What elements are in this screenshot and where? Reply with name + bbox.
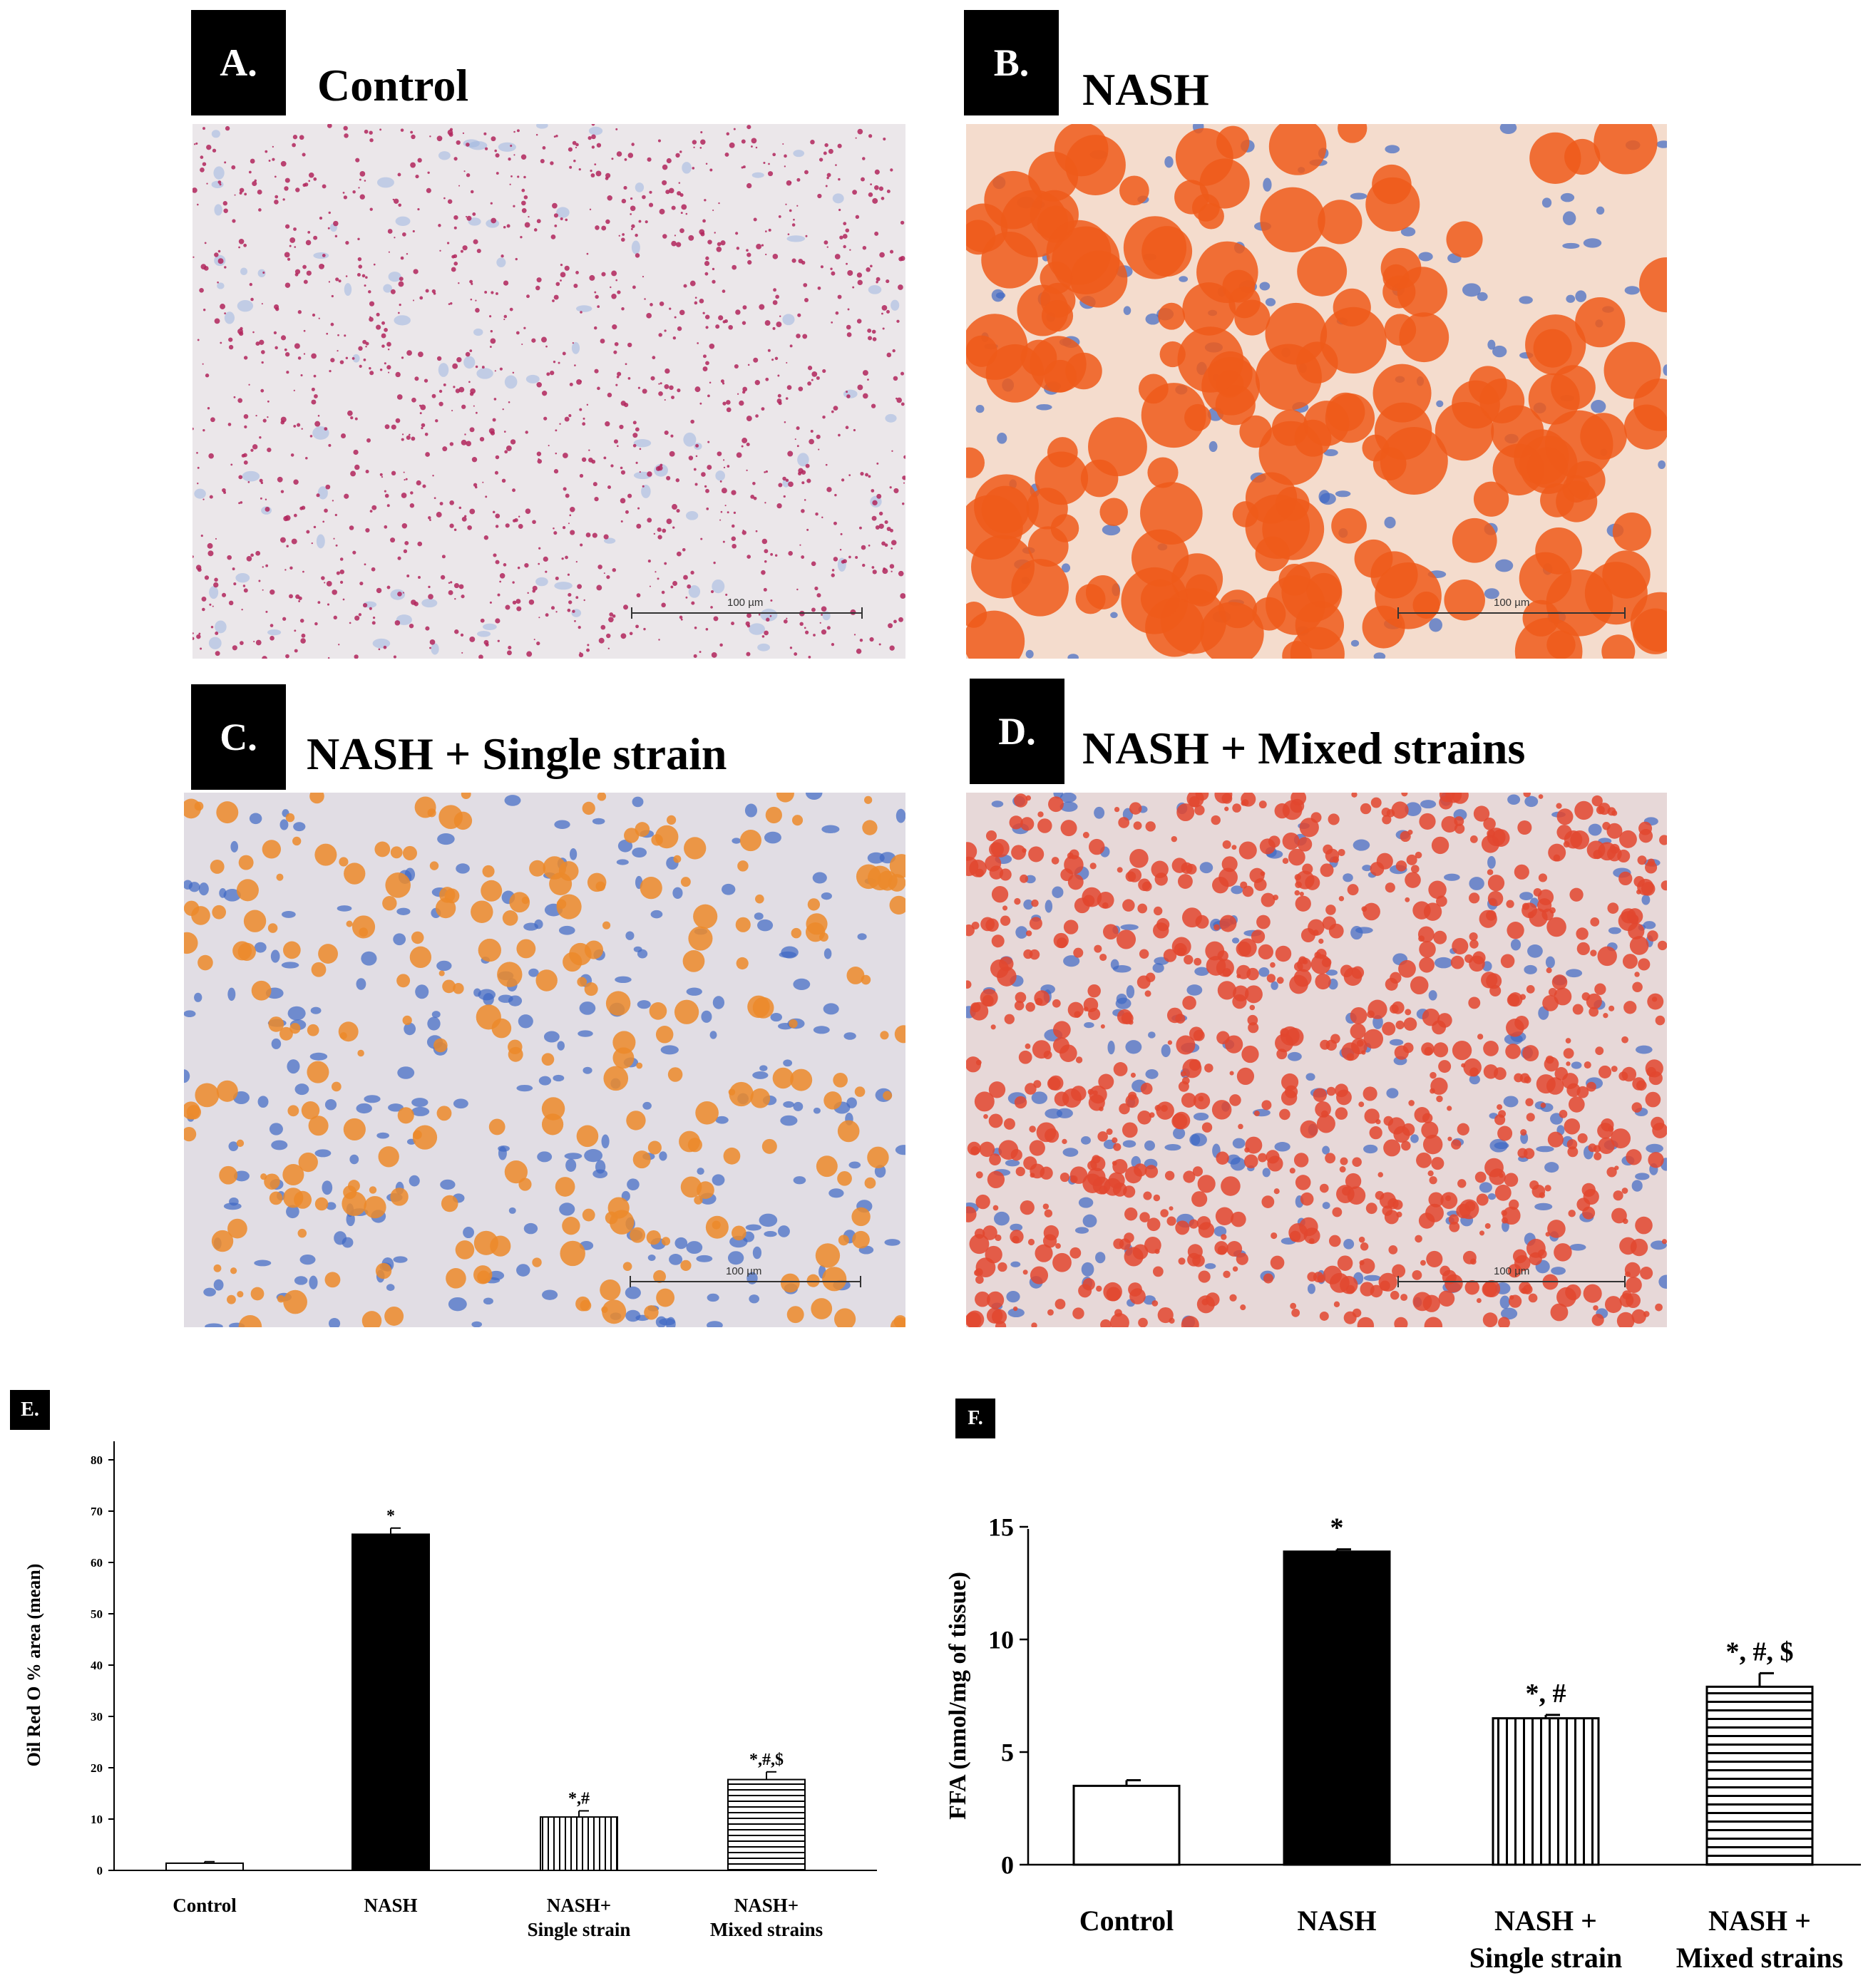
x-tick-label: Control xyxy=(1079,1905,1174,1937)
bar xyxy=(727,1778,806,1871)
y-tick-label: 10 xyxy=(988,1626,1014,1654)
panel-b-tag: B. xyxy=(964,10,1059,115)
y-tick-label: 5 xyxy=(1001,1739,1014,1767)
bar xyxy=(1705,1685,1814,1866)
micrograph-single-strain: 100 µm xyxy=(184,793,905,1327)
scale-bar xyxy=(630,1276,861,1287)
scale-bar-label: 100 µm xyxy=(726,1265,762,1277)
bar xyxy=(1283,1550,1391,1866)
x-tick-label: Mixed strains xyxy=(1676,1942,1843,1974)
y-tick-label: 0 xyxy=(1001,1851,1014,1880)
y-tick-label: 50 xyxy=(91,1607,103,1621)
y-axis-label: Oil Red O % area (mean) xyxy=(24,1564,44,1767)
panel-f-tag: F. xyxy=(955,1399,995,1438)
significance-label: *,#,$ xyxy=(749,1751,784,1769)
bar xyxy=(165,1862,244,1871)
x-tick-label: Control xyxy=(173,1895,237,1916)
panel-a-title: Control xyxy=(317,60,469,110)
panel-c-title: NASH + Single strain xyxy=(307,728,727,779)
panel-b-title: NASH xyxy=(1082,64,1209,115)
y-tick-label: 40 xyxy=(91,1659,103,1672)
scale-bar-label: 100 µm xyxy=(1494,597,1530,609)
chart-oil-red-o: 0 10 20 30 40 50 60 70 80 Oil Red O % area (mean)… xyxy=(24,1441,877,1940)
y-tick-label: 30 xyxy=(91,1710,103,1724)
scale-bar-label: 100 µm xyxy=(1494,1265,1530,1277)
bar xyxy=(1492,1717,1600,1866)
significance-label: *, #, $ xyxy=(1726,1637,1794,1667)
y-axis-label: FFA (nmol/mg of tissue) xyxy=(945,1572,971,1820)
y-tick-label: 60 xyxy=(91,1556,103,1570)
bar xyxy=(1072,1784,1181,1866)
micrograph-mixed-strains: 100 µm xyxy=(966,793,1667,1327)
significance-label: * xyxy=(1330,1513,1344,1543)
significance-label: *, # xyxy=(1526,1679,1566,1709)
y-tick-label: 20 xyxy=(91,1761,103,1775)
y-tick-label: 0 xyxy=(97,1864,103,1878)
x-tick-label: Single strain xyxy=(528,1919,631,1940)
significance-label: * xyxy=(386,1507,395,1525)
x-tick-label: NASH xyxy=(364,1895,417,1916)
bar xyxy=(540,1816,618,1871)
scale-bar-label: 100 µm xyxy=(727,597,764,609)
panel-d-title: NASH + Mixed strains xyxy=(1082,723,1526,773)
panel-c-tag: C. xyxy=(191,684,286,790)
micrograph-control: 100 µm xyxy=(193,124,905,659)
scale-bar xyxy=(1397,607,1626,619)
chart-ffa: 0 5 10 15 FFA (nmol/mg of tissue) Control * NAS… xyxy=(945,1513,1861,1974)
x-tick-label: NASH + xyxy=(1494,1905,1597,1937)
y-tick-label: 70 xyxy=(91,1505,103,1518)
x-tick-label: NASH+ xyxy=(547,1895,611,1916)
scale-bar xyxy=(631,607,863,619)
x-tick-label: NASH + xyxy=(1708,1905,1811,1937)
x-tick-label: Single strain xyxy=(1469,1942,1622,1974)
panel-e-tag: E. xyxy=(10,1390,50,1430)
significance-label: *,# xyxy=(568,1789,590,1808)
x-tick-label: Mixed strains xyxy=(710,1919,823,1940)
y-tick-label: 10 xyxy=(91,1813,103,1826)
x-tick-label: NASH xyxy=(1297,1905,1376,1937)
panel-a-tag: A. xyxy=(191,10,286,115)
y-tick-label: 80 xyxy=(91,1453,103,1467)
y-tick-label: 15 xyxy=(988,1513,1014,1542)
bar xyxy=(351,1533,430,1871)
panel-d-tag: D. xyxy=(970,679,1064,784)
scale-bar xyxy=(1397,1276,1626,1287)
x-tick-label: NASH+ xyxy=(734,1895,799,1916)
micrograph-nash: 100 µm xyxy=(966,124,1667,659)
